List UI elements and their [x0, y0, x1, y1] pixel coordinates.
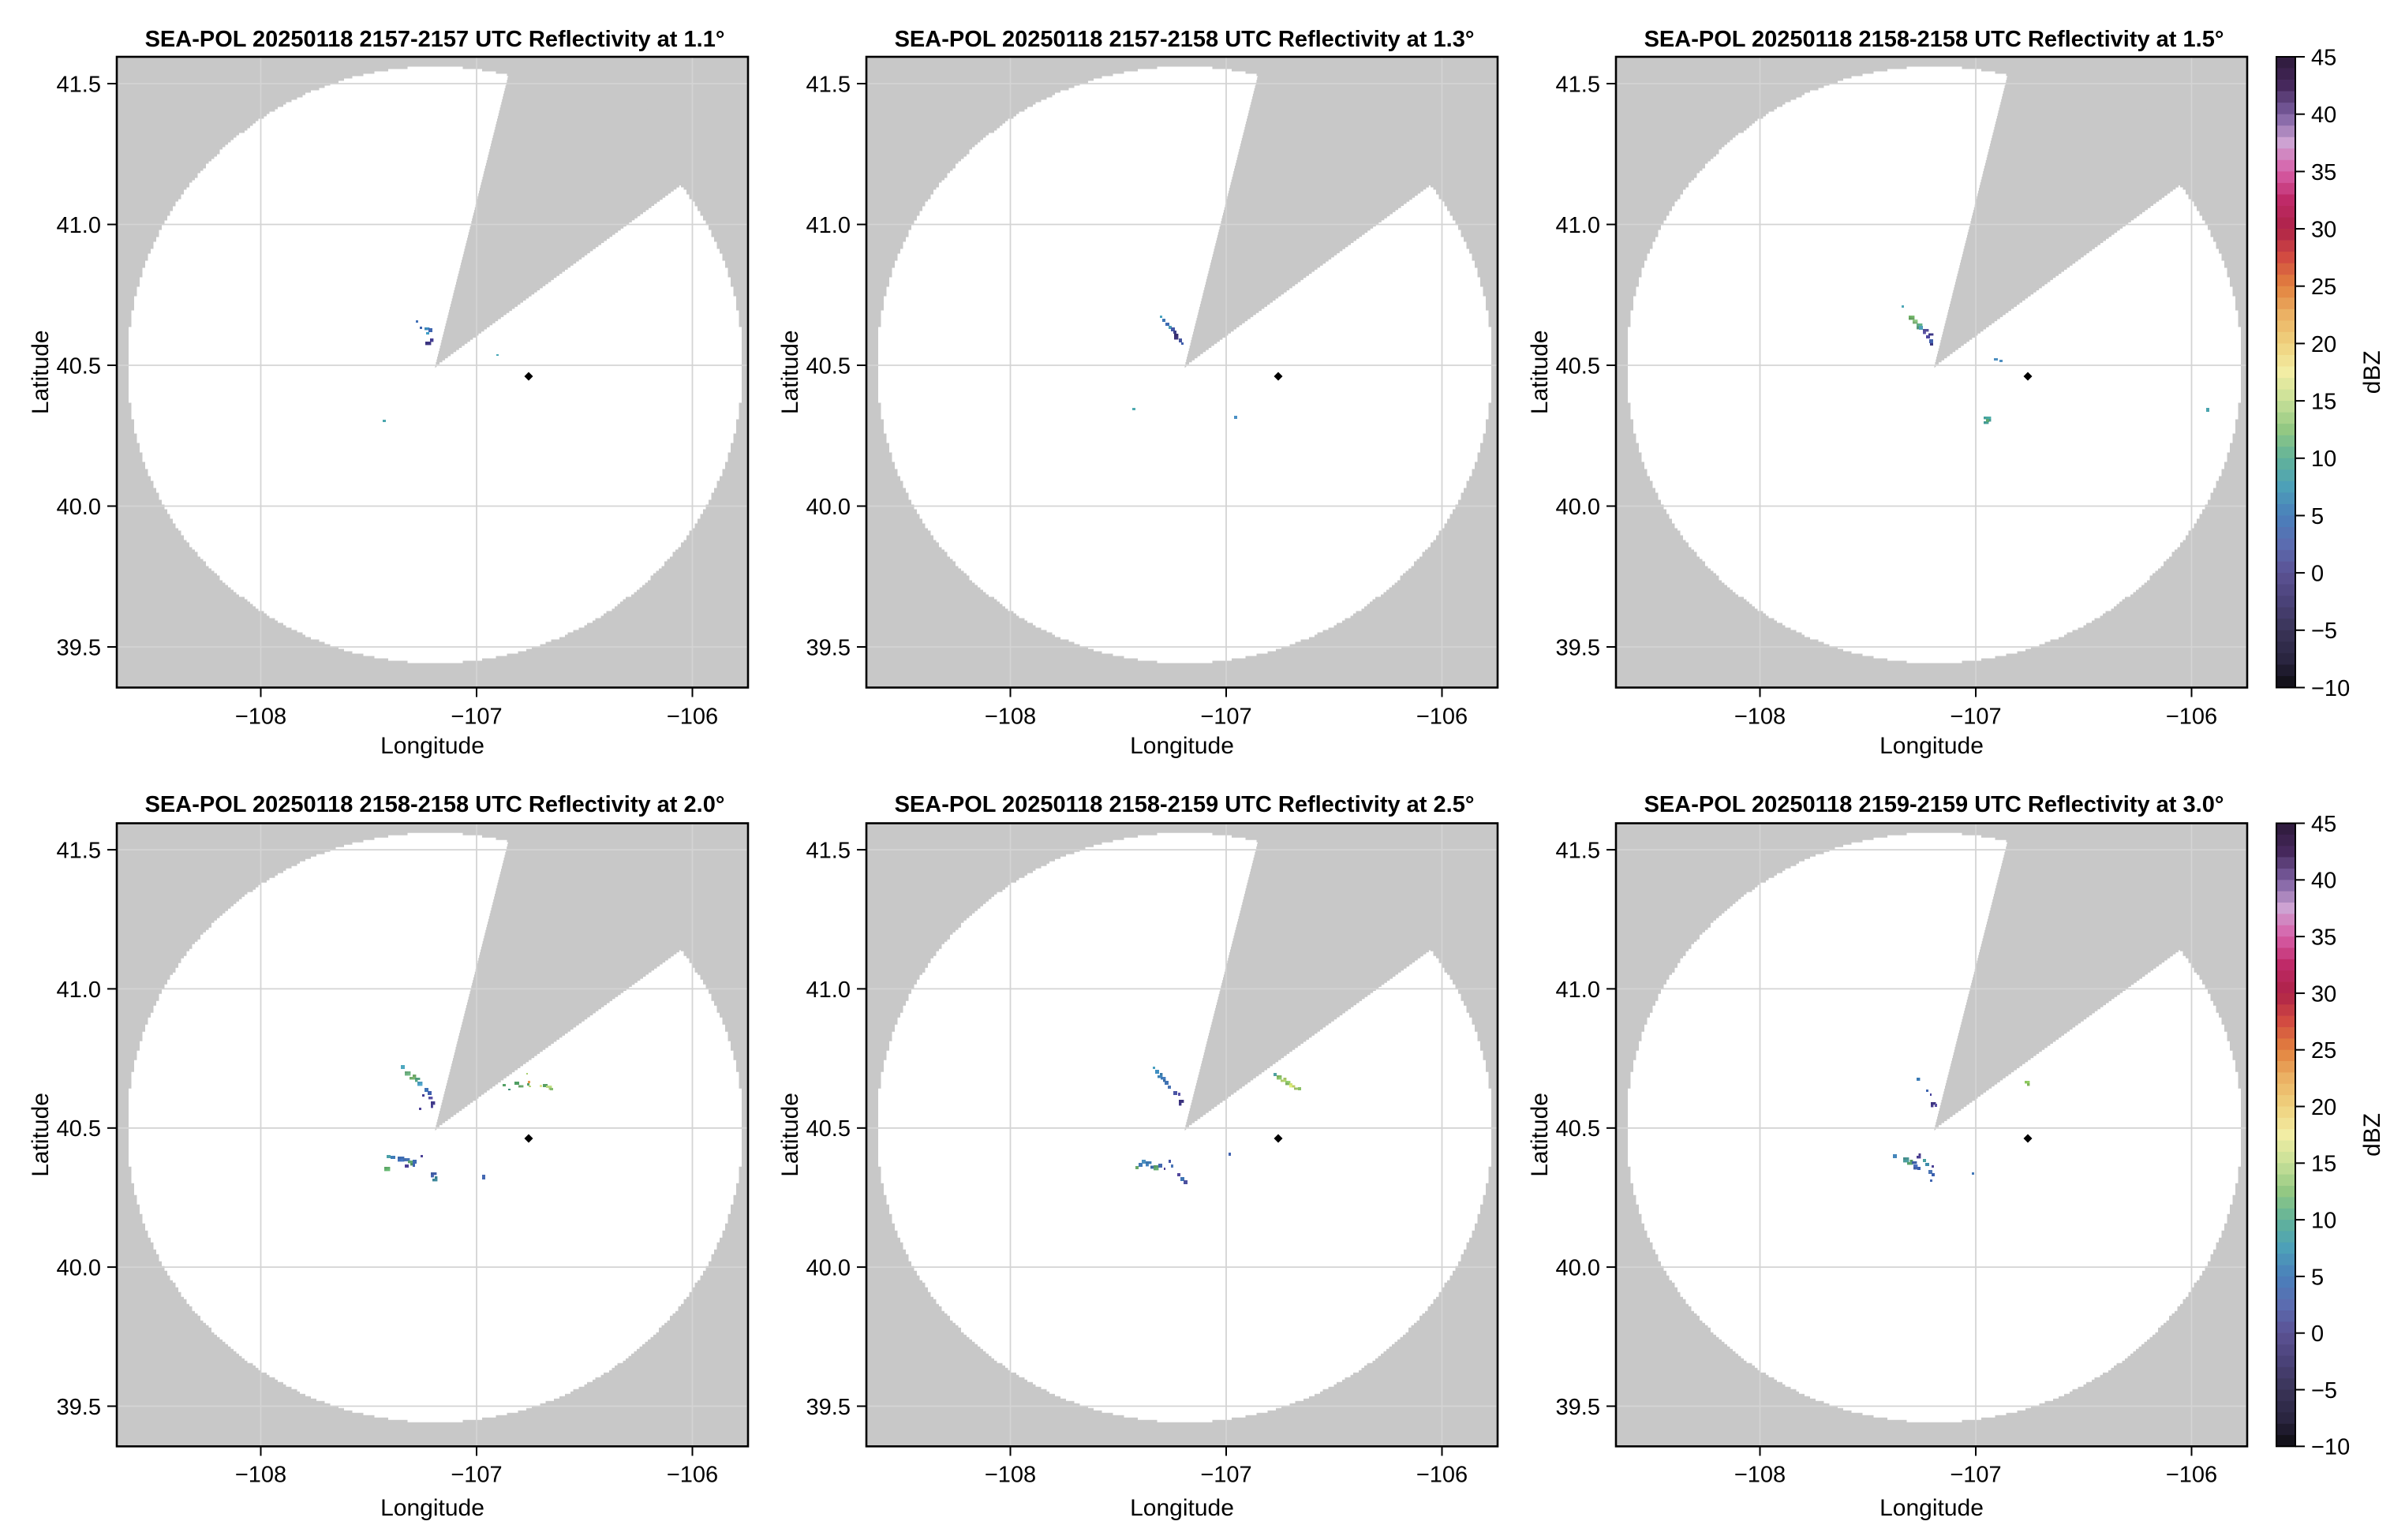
svg-text:39.5: 39.5	[57, 635, 101, 660]
svg-text:−108: −108	[1734, 1462, 1786, 1487]
svg-text:SEA-POL 20250118 2157-2158 UTC: SEA-POL 20250118 2157-2158 UTC Reflectiv…	[895, 27, 1475, 52]
svg-text:−108: −108	[985, 1462, 1036, 1487]
svg-text:10: 10	[2311, 1209, 2336, 1234]
svg-text:−107: −107	[451, 705, 502, 730]
svg-text:25: 25	[2311, 275, 2336, 300]
svg-text:0: 0	[2311, 1321, 2324, 1347]
svg-text:SEA-POL 20250118 2157-2157 UTC: SEA-POL 20250118 2157-2157 UTC Reflectiv…	[145, 27, 725, 52]
svg-text:−108: −108	[1734, 705, 1786, 730]
svg-text:10: 10	[2311, 447, 2336, 472]
svg-text:41.0: 41.0	[806, 977, 851, 1003]
svg-text:39.5: 39.5	[806, 635, 851, 660]
svg-text:39.5: 39.5	[1556, 1395, 1600, 1420]
svg-text:dBZ: dBZ	[2359, 350, 2385, 394]
svg-text:SEA-POL 20250118 2158-2159 UTC: SEA-POL 20250118 2158-2159 UTC Reflectiv…	[895, 792, 1475, 817]
svg-text:20: 20	[2311, 1095, 2336, 1120]
svg-text:−107: −107	[1950, 1462, 2001, 1487]
svg-text:dBZ: dBZ	[2359, 1113, 2385, 1157]
svg-text:40.5: 40.5	[1556, 1116, 1600, 1142]
svg-text:5: 5	[2311, 504, 2324, 529]
svg-text:−10: −10	[2311, 1435, 2350, 1460]
svg-text:41.5: 41.5	[1556, 838, 1600, 863]
svg-text:20: 20	[2311, 332, 2336, 357]
svg-text:35: 35	[2311, 160, 2336, 185]
svg-text:SEA-POL 20250118 2159-2159 UTC: SEA-POL 20250118 2159-2159 UTC Reflectiv…	[1644, 792, 2224, 817]
svg-text:39.5: 39.5	[806, 1395, 851, 1420]
svg-text:40.5: 40.5	[57, 1116, 101, 1142]
svg-text:Latitude: Latitude	[1527, 1093, 1553, 1177]
svg-text:Latitude: Latitude	[28, 330, 54, 414]
svg-text:40: 40	[2311, 869, 2336, 894]
svg-text:−10: −10	[2311, 676, 2350, 701]
svg-text:45: 45	[2311, 812, 2336, 837]
svg-text:−106: −106	[1416, 1462, 1468, 1487]
svg-text:30: 30	[2311, 981, 2336, 1007]
svg-text:Latitude: Latitude	[1527, 330, 1553, 414]
svg-text:Longitude: Longitude	[380, 733, 484, 759]
svg-text:15: 15	[2311, 1152, 2336, 1177]
svg-text:39.5: 39.5	[1556, 635, 1600, 660]
svg-text:40.0: 40.0	[57, 495, 101, 520]
svg-text:−107: −107	[1200, 1462, 1251, 1487]
svg-text:41.5: 41.5	[57, 72, 101, 97]
svg-text:40.5: 40.5	[1556, 353, 1600, 379]
svg-text:5: 5	[2311, 1265, 2324, 1290]
svg-text:−5: −5	[2311, 619, 2337, 644]
svg-text:−106: −106	[667, 705, 718, 730]
svg-text:41.0: 41.0	[806, 213, 851, 238]
svg-text:41.5: 41.5	[806, 838, 851, 863]
svg-text:40.0: 40.0	[57, 1255, 101, 1280]
svg-text:40.0: 40.0	[1556, 1255, 1600, 1280]
svg-text:39.5: 39.5	[57, 1395, 101, 1420]
svg-text:41.0: 41.0	[1556, 977, 1600, 1003]
svg-text:SEA-POL 20250118 2158-2158 UTC: SEA-POL 20250118 2158-2158 UTC Reflectiv…	[145, 792, 725, 817]
svg-text:−106: −106	[1416, 705, 1468, 730]
svg-text:40.5: 40.5	[57, 353, 101, 379]
svg-text:Longitude: Longitude	[1879, 733, 1984, 759]
svg-text:−108: −108	[235, 1462, 286, 1487]
svg-text:41.0: 41.0	[1556, 213, 1600, 238]
svg-text:40.0: 40.0	[806, 1255, 851, 1280]
svg-text:−106: −106	[2166, 1462, 2217, 1487]
svg-text:41.5: 41.5	[57, 838, 101, 863]
svg-text:−108: −108	[235, 705, 286, 730]
svg-text:−107: −107	[1950, 705, 2001, 730]
svg-text:Latitude: Latitude	[28, 1093, 54, 1177]
svg-text:41.0: 41.0	[57, 213, 101, 238]
svg-text:0: 0	[2311, 562, 2324, 587]
svg-text:40: 40	[2311, 103, 2336, 128]
svg-text:40.5: 40.5	[806, 353, 851, 379]
svg-text:Longitude: Longitude	[1879, 1495, 1984, 1521]
svg-text:15: 15	[2311, 389, 2336, 414]
svg-text:SEA-POL 20250118 2158-2158 UTC: SEA-POL 20250118 2158-2158 UTC Reflectiv…	[1644, 27, 2224, 52]
svg-text:41.0: 41.0	[57, 977, 101, 1003]
svg-text:−106: −106	[667, 1462, 718, 1487]
svg-text:−106: −106	[2166, 705, 2217, 730]
svg-text:40.5: 40.5	[806, 1116, 851, 1142]
svg-text:Latitude: Latitude	[777, 1093, 803, 1177]
svg-text:Longitude: Longitude	[1130, 1495, 1234, 1521]
svg-text:−108: −108	[985, 705, 1036, 730]
svg-text:25: 25	[2311, 1038, 2336, 1063]
svg-text:41.5: 41.5	[806, 72, 851, 97]
svg-text:40.0: 40.0	[1556, 495, 1600, 520]
svg-text:40.0: 40.0	[806, 495, 851, 520]
svg-text:Longitude: Longitude	[1130, 733, 1234, 759]
svg-text:41.5: 41.5	[1556, 72, 1600, 97]
svg-text:−107: −107	[451, 1462, 502, 1487]
svg-text:Latitude: Latitude	[777, 330, 803, 414]
svg-text:−5: −5	[2311, 1378, 2337, 1404]
svg-text:−107: −107	[1200, 705, 1251, 730]
svg-text:Longitude: Longitude	[380, 1495, 484, 1521]
svg-text:45: 45	[2311, 45, 2336, 70]
svg-text:35: 35	[2311, 925, 2336, 951]
svg-text:30: 30	[2311, 217, 2336, 242]
